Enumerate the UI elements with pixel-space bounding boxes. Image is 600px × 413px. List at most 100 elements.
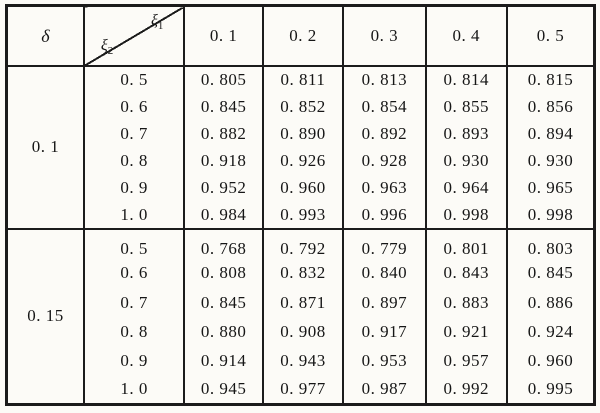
- value-cell: 0. 845: [506, 258, 595, 288]
- value-cell: 0. 960: [506, 346, 595, 376]
- header-row: δ ξ1 ξ2 0. 1 0. 2 0. 3 0. 4 0. 5: [6, 5, 595, 67]
- delta-value-cell: 0. 15: [6, 227, 84, 405]
- value-cell: 0. 856: [506, 93, 595, 121]
- value-cell: 0. 914: [183, 346, 263, 376]
- value-cell: 0. 814: [424, 66, 507, 94]
- col-header: 0. 2: [261, 5, 344, 67]
- value-cell: 0. 945: [183, 375, 263, 405]
- xi2-value-cell: 0. 5: [82, 227, 185, 259]
- value-cell: 0. 952: [183, 174, 263, 202]
- value-cell: 0. 964: [424, 174, 507, 202]
- table-row: 0. 15 0. 5 0. 768 0. 792 0. 779 0. 801 0. 803: [6, 227, 595, 405]
- xi-delta-data-table: δ ξ1 ξ2 0. 1 0. 2 0. 3 0. 4 0. 5 0. 1 0. …: [5, 4, 596, 406]
- value-cell: 0. 803: [506, 227, 595, 259]
- xi2-value-cell: 0. 8: [82, 147, 185, 175]
- value-cell: 0. 893: [424, 120, 507, 148]
- value-cell: 0. 995: [506, 375, 595, 405]
- value-cell: 0. 992: [424, 375, 507, 405]
- xi2-value-cell: 0. 9: [82, 346, 185, 376]
- xi2-value-cell: 0. 7: [82, 120, 185, 148]
- value-cell: 0. 963: [342, 174, 426, 202]
- value-cell: 0. 977: [261, 375, 344, 405]
- value-cell: 0. 998: [424, 201, 507, 229]
- table-row: 0. 1 0. 5 0. 805 0. 811 0. 813 0. 814 0. 815: [7, 66, 595, 156]
- value-cell: 0. 779: [342, 227, 426, 259]
- value-cell: 0. 894: [506, 120, 595, 148]
- table-row: 0. 8 0. 880 0. 908 0. 917 0. 921 0. 924: [7, 317, 595, 347]
- xi2-value-cell: 0. 9: [82, 174, 185, 202]
- value-cell: 0. 957: [424, 346, 507, 376]
- value-cell: 0. 998: [506, 201, 595, 229]
- xi2-value-cell: 0. 5: [82, 66, 185, 94]
- value-cell: 0. 880: [183, 317, 263, 347]
- value-cell: 0. 886: [506, 287, 595, 318]
- value-cell: 0. 815: [506, 66, 595, 94]
- group-delta-0-15: 0. 15 0. 5 0. 768 0. 792 0. 779 0. 801 0. 803 0…: [6, 227, 595, 405]
- col-header: 0. 3: [342, 5, 426, 67]
- value-cell: 0. 890: [261, 120, 344, 148]
- xi2-value-cell: 0. 6: [82, 258, 185, 288]
- table-row: 0. 9 0. 952 0. 960 0. 963 0. 964 0. 965: [7, 174, 595, 202]
- value-cell: 0. 855: [424, 93, 507, 121]
- delta-symbol: δ: [41, 25, 50, 46]
- group-delta-0-1: 0. 1 0. 5 0. 805 0. 811 0. 813 0. 814 0. 815 0.…: [7, 66, 595, 229]
- value-cell: 0. 811: [261, 66, 344, 94]
- table-row: 0. 9 0. 914 0. 943 0. 953 0. 957 0. 960: [7, 346, 595, 376]
- xi2-value-cell: 1. 0: [82, 375, 185, 405]
- value-cell: 0. 930: [424, 147, 507, 175]
- value-cell: 0. 805: [183, 66, 263, 94]
- col-header: 0. 4: [424, 5, 507, 67]
- value-cell: 0. 917: [342, 317, 426, 347]
- delta-header-cell: δ: [6, 5, 84, 67]
- value-cell: 0. 926: [261, 147, 344, 175]
- value-cell: 0. 908: [261, 317, 344, 347]
- value-cell: 0. 808: [183, 258, 263, 288]
- value-cell: 0. 924: [506, 317, 595, 347]
- xi2-value-cell: 0. 8: [82, 317, 185, 347]
- value-cell: 0. 930: [506, 147, 595, 175]
- value-cell: 0. 883: [424, 287, 507, 318]
- value-cell: 0. 996: [342, 201, 426, 229]
- value-cell: 0. 832: [261, 258, 344, 288]
- table-row: 0. 6 0. 808 0. 832 0. 840 0. 843 0. 845: [7, 258, 595, 288]
- col-header: 0. 5: [506, 5, 595, 67]
- value-cell: 0. 840: [342, 258, 426, 288]
- col-header: 0. 1: [183, 5, 263, 67]
- value-cell: 0. 943: [261, 346, 344, 376]
- table-row: 0. 6 0. 845 0. 852 0. 854 0. 855 0. 856: [7, 93, 595, 121]
- value-cell: 0. 921: [424, 317, 507, 347]
- value-cell: 0. 854: [342, 93, 426, 121]
- value-cell: 0. 843: [424, 258, 507, 288]
- value-cell: 0. 897: [342, 287, 426, 318]
- table-row: 1. 0 0. 945 0. 977 0. 987 0. 992 0. 995: [7, 375, 595, 405]
- value-cell: 0. 960: [261, 174, 344, 202]
- diagonal-split-header-cell: ξ1 ξ2: [82, 5, 185, 67]
- table-row: 0. 7 0. 845 0. 871 0. 897 0. 883 0. 886: [7, 287, 595, 318]
- value-cell: 0. 852: [261, 93, 344, 121]
- xi1-label: ξ1: [151, 12, 164, 33]
- value-cell: 0. 845: [183, 93, 263, 121]
- value-cell: 0. 892: [342, 120, 426, 148]
- value-cell: 0. 965: [506, 174, 595, 202]
- xi2-value-cell: 1. 0: [82, 201, 185, 229]
- table-row: 0. 7 0. 882 0. 890 0. 892 0. 893 0. 894: [7, 120, 595, 148]
- delta-value-cell: 0. 1: [31, 137, 60, 157]
- value-cell: 0. 801: [424, 227, 507, 259]
- value-cell: 0. 768: [183, 227, 263, 259]
- value-cell: 0. 813: [342, 66, 426, 94]
- table-row: 0. 8 0. 918 0. 926 0. 928 0. 930 0. 930: [7, 147, 595, 175]
- value-cell: 0. 792: [261, 227, 344, 259]
- value-cell: 0. 993: [261, 201, 344, 229]
- xi2-value-cell: 0. 7: [82, 287, 185, 318]
- value-cell: 0. 882: [183, 120, 263, 148]
- value-cell: 0. 928: [342, 147, 426, 175]
- value-cell: 0. 953: [342, 346, 426, 376]
- value-cell: 0. 987: [342, 375, 426, 405]
- value-cell: 0. 984: [183, 201, 263, 229]
- table-row: 1. 0 0. 984 0. 993 0. 996 0. 998 0. 998: [7, 201, 595, 229]
- value-cell: 0. 918: [183, 147, 263, 175]
- xi2-label: ξ2: [100, 36, 114, 57]
- value-cell: 0. 871: [261, 287, 344, 318]
- xi2-value-cell: 0. 6: [82, 93, 185, 121]
